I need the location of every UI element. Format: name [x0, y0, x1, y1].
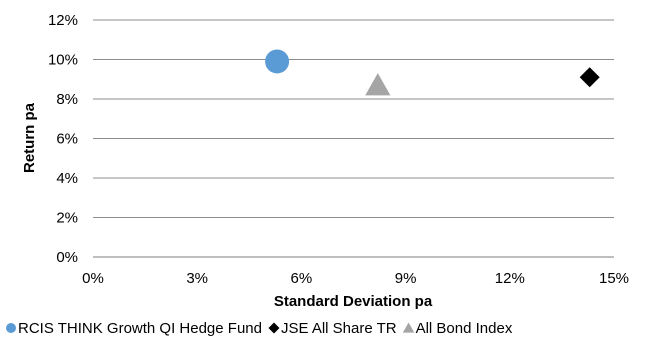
x-tick-label: 12%	[495, 270, 525, 287]
x-tick-label: 3%	[186, 270, 208, 287]
data-point-diamond	[579, 67, 600, 88]
legend-marker-diamond	[268, 322, 280, 334]
y-tick-label: 12%	[48, 12, 78, 29]
data-points	[265, 49, 600, 96]
x-tick-label: 15%	[599, 270, 629, 287]
y-tick-label: 10%	[48, 52, 78, 69]
legend-marker-triangle	[402, 322, 415, 333]
legend-label: All Bond Index	[416, 320, 513, 337]
x-tick-label: 0%	[82, 270, 104, 287]
y-tick-label: 8%	[56, 91, 78, 108]
x-tick-label: 6%	[291, 270, 313, 287]
legend-label: JSE All Share TR	[281, 320, 397, 337]
gridlines	[93, 19, 614, 258]
x-tick-label: 9%	[395, 270, 417, 287]
x-axis-ticks: 0% 3% 6% 9% 12% 15%	[82, 270, 629, 287]
data-point-circle	[265, 49, 290, 74]
legend-marker-circle	[6, 323, 16, 333]
y-tick-label: 2%	[56, 210, 78, 227]
data-point-triangle	[365, 73, 391, 96]
y-tick-label: 4%	[56, 170, 78, 187]
y-tick-label: 0%	[56, 249, 78, 266]
legend: RCIS THINK Growth QI Hedge Fund JSE All S…	[6, 320, 513, 337]
x-axis-title: Standard Deviation pa	[274, 293, 433, 310]
y-axis-title: Return pa	[21, 102, 38, 173]
y-tick-label: 6%	[56, 131, 78, 148]
legend-label: RCIS THINK Growth QI Hedge Fund	[18, 320, 262, 337]
y-axis-ticks: 0% 2% 4% 6% 8% 10% 12%	[48, 12, 78, 266]
